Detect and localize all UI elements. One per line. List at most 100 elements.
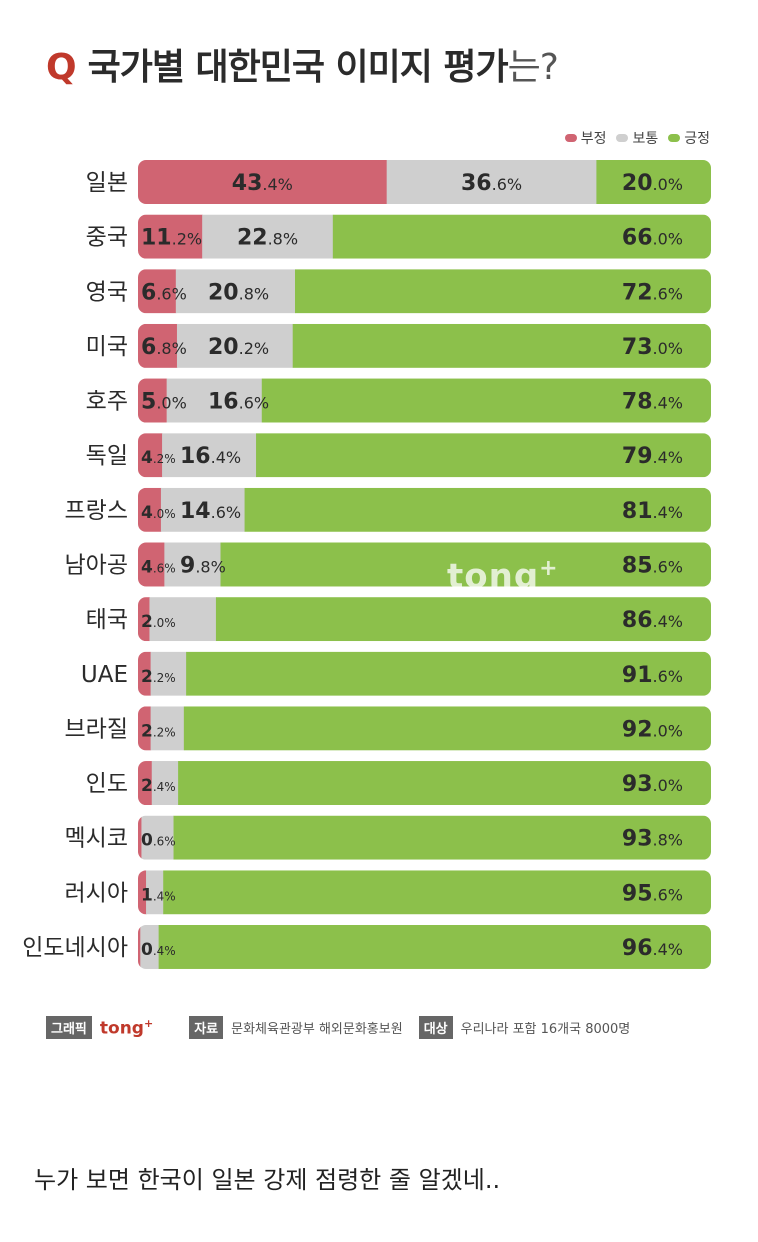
bar-segments — [138, 924, 711, 969]
data-label-positive: 79.4% — [622, 444, 683, 469]
legend-label-positive: 긍정 — [684, 131, 710, 147]
bar-positive — [244, 487, 711, 532]
data-label-positive: 73.0% — [622, 335, 683, 360]
bar-row: 일본 43.4% 36.6% 20.0% — [86, 160, 711, 204]
bar-row: 멕시코 0.6% 93.8% — [65, 815, 711, 860]
data-label-neutral: 16.4% — [180, 444, 241, 469]
comment-text: 누가 보면 한국이 일본 강제 점령한 줄 알겠네.. — [34, 1166, 501, 1194]
bar-row: 중국 11.2% 22.8% 66.0% — [86, 214, 711, 259]
category-label: 중국 — [86, 225, 128, 251]
bar-neutral — [175, 269, 296, 314]
bar-segments — [138, 870, 711, 915]
data-label-negative: 0.4% — [141, 940, 176, 960]
data-label-negative: 2.2% — [141, 721, 176, 741]
bar-negative — [138, 160, 388, 204]
data-label-positive: 91.6% — [622, 663, 683, 688]
bar-row: 프랑스 4.0% 14.6% 81.4% — [65, 487, 711, 532]
bar-neutral — [151, 761, 179, 806]
category-label: 영국 — [86, 279, 128, 305]
brand-plus: + — [143, 1016, 154, 1030]
source-text: 문화체육관광부 해외문화홍보원 — [231, 1022, 403, 1037]
bar-negative — [138, 924, 141, 969]
category-label: 러시아 — [65, 880, 128, 906]
data-label-positive: 96.4% — [622, 936, 683, 961]
data-label-positive: 93.8% — [622, 827, 683, 852]
bar-negative — [138, 597, 150, 642]
data-label-negative: 4.6% — [141, 557, 176, 577]
data-label-negative: 4.2% — [141, 448, 176, 468]
bar-neutral — [150, 706, 185, 751]
target-text: 우리나라 포함 16개국 8000명 — [460, 1022, 631, 1037]
chart-legend: 부정 보통 긍정 — [564, 128, 710, 148]
data-label-positive: 78.4% — [622, 390, 683, 415]
bar-segments — [138, 323, 711, 368]
bar-segments — [138, 706, 711, 751]
data-label-neutral: 20.8% — [208, 280, 269, 305]
bar-positive — [261, 378, 711, 423]
bar-positive — [292, 323, 711, 368]
watermark: tong+ — [447, 556, 559, 596]
brand-text: tong — [99, 1018, 144, 1039]
bar-segments — [138, 542, 711, 587]
data-label-positive: 66.0% — [622, 226, 683, 251]
data-label-negative: 6.8% — [141, 335, 187, 360]
data-label-negative: 2.2% — [141, 667, 176, 687]
data-label-negative: 5.0% — [141, 390, 187, 415]
bar-negative — [138, 870, 147, 915]
target-tag: 대상 — [418, 1016, 453, 1039]
data-label-negative: 11.2% — [141, 226, 202, 251]
category-label: UAE — [81, 662, 128, 688]
bar-negative — [138, 214, 203, 259]
bar-negative — [138, 761, 153, 806]
category-label: 남아공 — [65, 552, 128, 578]
bar-neutral — [146, 870, 164, 915]
chart-title: Q 국가별 대한민국 이미지 평가는? — [46, 38, 559, 90]
stacked-bar-chart: 일본 43.4% 36.6% 20.0% 중국 11.2% 22.8% 66.0% 영국 6.6%… — [22, 160, 711, 969]
data-label-negative: 1.4% — [141, 885, 176, 905]
legend-label-neutral: 보통 — [632, 131, 659, 147]
category-label: 독일 — [86, 443, 128, 469]
bar-positive — [596, 160, 711, 204]
bar-negative — [138, 706, 152, 751]
bar-row: UAE 2.2% 91.6% — [81, 651, 711, 696]
bar-neutral — [176, 323, 294, 368]
bar-positive — [220, 542, 711, 587]
bar-positive — [215, 597, 711, 642]
data-label-negative: 2.4% — [141, 776, 176, 796]
data-label-neutral: 22.8% — [237, 226, 298, 251]
category-label: 브라질 — [65, 716, 128, 742]
bar-negative — [138, 269, 177, 314]
bar-positive — [295, 269, 711, 314]
bar-segments — [138, 815, 711, 860]
legend-positive: 긍정 — [668, 128, 710, 148]
data-label-negative: 4.0% — [141, 503, 176, 523]
bar-neutral — [162, 433, 257, 478]
title-main: 국가별 대한민국 이미지 평가 — [87, 47, 509, 88]
bar-row: 인도 2.4% 93.0% — [86, 761, 711, 806]
legend-neutral: 보통 — [616, 128, 658, 148]
data-label-positive: 95.6% — [622, 881, 683, 906]
bar-neutral — [386, 160, 597, 204]
bar-positive — [178, 761, 711, 806]
bar-negative — [138, 378, 168, 423]
bar-positive — [256, 433, 711, 478]
bar-negative — [138, 487, 162, 532]
bar-neutral — [202, 214, 334, 259]
bar-row: 호주 5.0% 16.6% 78.4% — [86, 378, 711, 423]
data-label-neutral: 9.8% — [180, 553, 226, 578]
bar-neutral — [166, 378, 263, 423]
bar-negative — [138, 542, 165, 587]
legend-swatch-positive — [668, 134, 681, 142]
bar-positive — [158, 924, 711, 969]
bar-row: 독일 4.2% 16.4% 79.4% — [86, 433, 711, 478]
legend-swatch-neutral — [616, 134, 629, 142]
source-tag: 자료 — [189, 1016, 224, 1039]
bar-segments — [138, 214, 711, 259]
legend-negative: 부정 — [564, 128, 606, 148]
data-label-positive: 85.6% — [622, 553, 683, 578]
bar-neutral — [164, 542, 222, 587]
category-label: 호주 — [86, 389, 128, 415]
bar-neutral — [149, 597, 217, 642]
bar-positive — [186, 651, 711, 696]
bar-neutral — [150, 651, 187, 696]
